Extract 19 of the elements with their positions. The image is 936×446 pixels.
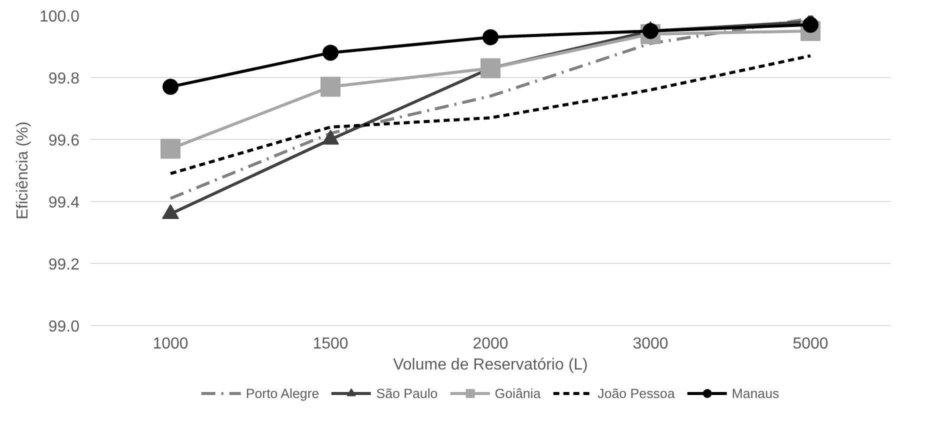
line-series [169,54,812,176]
y-tick-label: 100.0 [39,8,80,26]
x-tick-label: 3000 [632,336,668,352]
legend-label: Goiânia [494,386,541,400]
y-tick-label: 99.0 [48,318,80,336]
legend-label: João Pessoa [598,386,675,400]
x-tick-label: 1000 [152,336,188,352]
x-axis-title: Volume de Reservatório (L) [393,356,588,374]
legend-label: Manaus [732,386,780,400]
x-tick-label: 2000 [472,336,508,352]
legend-label: São Paulo [376,386,438,400]
x-tick-label: 1500 [312,336,348,352]
y-axis-title: Eficiência (%) [14,122,32,220]
x-tick-label: 5000 [792,336,828,352]
legend-label: Porto Alegre [246,386,320,400]
y-tick-label: 99.6 [48,132,80,150]
y-tick-label: 99.2 [48,256,80,274]
y-tick-label: 99.4 [48,194,80,212]
y-tick-label: 99.8 [48,70,80,88]
